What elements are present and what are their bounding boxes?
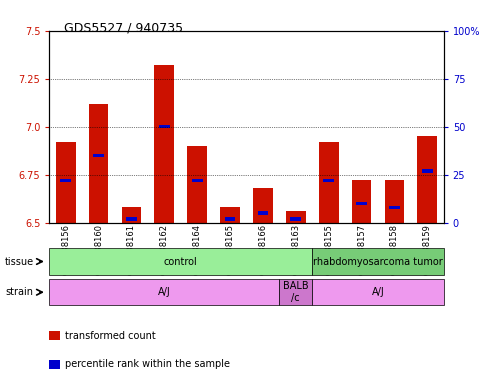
Bar [49,360,60,369]
Bar [56,142,75,223]
Bar [93,154,104,157]
Bar [187,146,207,223]
Text: A/J: A/J [372,287,385,297]
Bar [49,248,312,275]
Text: BALB
/c: BALB /c [283,281,309,303]
Text: strain: strain [5,287,33,297]
Text: control: control [164,257,198,266]
Bar [159,125,170,129]
Bar [60,179,71,182]
Text: percentile rank within the sample: percentile rank within the sample [65,359,230,369]
Bar [323,179,334,182]
Bar [225,217,236,221]
Bar [422,169,433,173]
Bar [49,331,60,340]
Bar [192,179,203,182]
Bar [126,217,137,221]
Bar [418,136,437,223]
Bar [319,142,339,223]
Bar [253,188,273,223]
Bar [280,279,312,305]
Bar [154,65,174,223]
Text: A/J: A/J [158,287,171,297]
Bar [122,207,141,223]
Bar [290,217,301,221]
Bar [89,104,108,223]
Bar [220,207,240,223]
Bar [312,279,444,305]
Text: tissue: tissue [5,257,34,266]
Bar [49,279,280,305]
Bar [257,212,268,215]
Bar [389,206,400,209]
Text: transformed count: transformed count [65,331,156,341]
Bar [286,211,306,223]
Text: rhabdomyosarcoma tumor: rhabdomyosarcoma tumor [313,257,443,266]
Bar [385,180,404,223]
Bar [312,248,444,275]
Bar [352,180,371,223]
Bar [356,202,367,205]
Text: GDS5527 / 940735: GDS5527 / 940735 [64,21,183,34]
